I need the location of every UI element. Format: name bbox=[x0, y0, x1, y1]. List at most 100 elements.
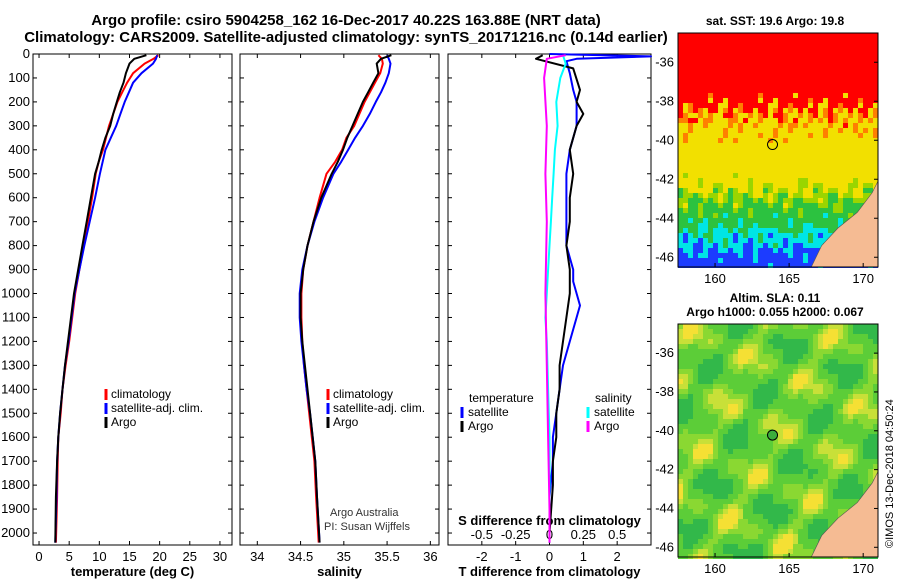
sst-map-cell bbox=[833, 128, 838, 133]
sla-map-cell bbox=[698, 494, 703, 499]
sst-map-cell bbox=[778, 148, 783, 153]
sla-map-cell bbox=[733, 459, 738, 464]
temperature-xtick-label: 15 bbox=[122, 549, 136, 564]
sst-map-cell bbox=[823, 128, 828, 133]
sla-map-cell bbox=[788, 449, 793, 454]
sla-map-cell bbox=[723, 324, 728, 329]
sst-map-cell bbox=[813, 208, 818, 213]
sla-map-cell bbox=[838, 329, 843, 334]
sst-map-cell bbox=[793, 193, 798, 198]
sla-map-cell bbox=[773, 389, 778, 394]
sla-map-cell bbox=[758, 539, 763, 544]
sst-map-cell bbox=[763, 113, 768, 118]
sst-map-cell bbox=[733, 43, 738, 48]
sst-map-cell bbox=[768, 203, 773, 208]
sla-map-cell bbox=[718, 474, 723, 479]
sst-map-cell bbox=[738, 93, 743, 98]
sla-map-cell bbox=[808, 364, 813, 369]
sst-map-cell bbox=[733, 213, 738, 218]
sla-map-cell bbox=[803, 464, 808, 469]
sst-map-cell bbox=[678, 58, 683, 63]
sla-map-cell bbox=[808, 529, 813, 534]
sst-map-cell bbox=[683, 233, 688, 238]
sst-map-cell bbox=[788, 78, 793, 83]
sst-map-cell bbox=[848, 98, 853, 103]
sst-map-cell bbox=[808, 73, 813, 78]
sla-map-cell bbox=[853, 409, 858, 414]
sst-map-cell bbox=[783, 43, 788, 48]
sla-map-cell bbox=[758, 504, 763, 509]
sla-map-cell bbox=[753, 354, 758, 359]
sst-map-cell bbox=[813, 228, 818, 233]
sst-map-cell bbox=[698, 188, 703, 193]
sst-map-cell bbox=[858, 118, 863, 123]
sst-map-cell bbox=[828, 133, 833, 138]
sst-map-cell bbox=[778, 228, 783, 233]
sla-map-cell bbox=[738, 324, 743, 329]
sst-map-cell bbox=[738, 118, 743, 123]
sst-map-cell bbox=[843, 158, 848, 163]
sla-map-cell bbox=[678, 514, 683, 519]
sst-map-cell bbox=[813, 63, 818, 68]
sst-map-cell bbox=[683, 183, 688, 188]
sla-map-cell bbox=[688, 394, 693, 399]
sla-map-cell bbox=[798, 359, 803, 364]
sla-map-cell bbox=[753, 489, 758, 494]
sst-map-cell bbox=[858, 193, 863, 198]
sla-map-cell bbox=[688, 334, 693, 339]
sla-map-cell bbox=[798, 339, 803, 344]
sst-map-cell bbox=[803, 188, 808, 193]
sst-map-cell bbox=[873, 113, 878, 118]
sst-map-cell bbox=[723, 68, 728, 73]
sst-map-cell bbox=[848, 168, 853, 173]
sla-map-cell bbox=[738, 474, 743, 479]
sla-map-cell bbox=[678, 394, 683, 399]
sla-map-cell bbox=[833, 414, 838, 419]
sst-map-cell bbox=[873, 123, 878, 128]
sla-map-cell bbox=[798, 544, 803, 549]
sla-map-cell bbox=[708, 479, 713, 484]
sst-map-cell bbox=[703, 108, 708, 113]
sst-map-cell bbox=[828, 58, 833, 63]
sla-map-cell bbox=[843, 334, 848, 339]
sla-map-cell bbox=[868, 419, 873, 424]
sst-map-cell bbox=[703, 53, 708, 58]
sst-map-cell bbox=[718, 183, 723, 188]
sla-map-cell bbox=[863, 474, 868, 479]
sla-map-cell bbox=[833, 509, 838, 514]
sla-map-cell bbox=[753, 374, 758, 379]
sla-map-cell bbox=[853, 394, 858, 399]
sst-map-cell bbox=[773, 203, 778, 208]
sst-map-cell bbox=[768, 193, 773, 198]
sst-map-cell bbox=[773, 258, 778, 263]
sst-map-cell bbox=[743, 83, 748, 88]
sst-map-cell bbox=[753, 248, 758, 253]
sst-map-cell bbox=[693, 48, 698, 53]
sst-map-cell bbox=[863, 43, 868, 48]
sla-map-cell bbox=[738, 494, 743, 499]
sst-map-cell bbox=[688, 48, 693, 53]
sla-map-cell bbox=[743, 344, 748, 349]
sla-map-cell bbox=[713, 434, 718, 439]
sst-map-cell bbox=[773, 153, 778, 158]
sla-map-cell bbox=[723, 359, 728, 364]
sst-map-cell bbox=[688, 233, 693, 238]
sla-map-cell bbox=[743, 354, 748, 359]
sla-map-cell bbox=[698, 404, 703, 409]
sst-map-cell bbox=[848, 68, 853, 73]
sla-map-cell bbox=[848, 399, 853, 404]
sst-map-cell bbox=[778, 113, 783, 118]
sla-map-cell bbox=[808, 399, 813, 404]
sla-map-cell bbox=[773, 384, 778, 389]
sst-map-cell bbox=[693, 143, 698, 148]
sla-map-cell bbox=[713, 329, 718, 334]
sla-map-cell bbox=[838, 349, 843, 354]
sla-map-cell bbox=[698, 334, 703, 339]
sst-map-cell bbox=[843, 148, 848, 153]
sst-map-cell bbox=[718, 63, 723, 68]
sst-map-cell bbox=[808, 53, 813, 58]
sla-map-cell bbox=[853, 424, 858, 429]
sla-map-cell bbox=[778, 414, 783, 419]
sst-map-cell bbox=[698, 173, 703, 178]
